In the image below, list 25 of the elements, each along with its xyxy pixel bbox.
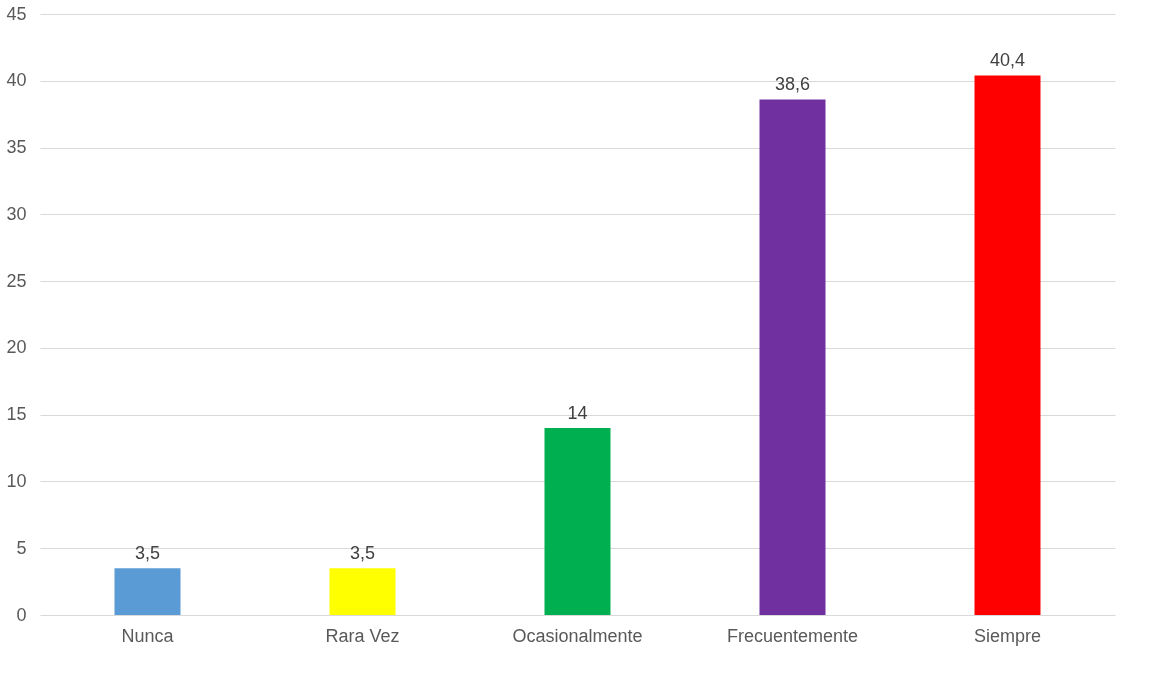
y-tick-label: 45 — [6, 3, 27, 24]
y-tick-label: 40 — [6, 70, 27, 91]
bar — [759, 99, 826, 615]
data-label: 14 — [567, 403, 588, 424]
x-tick-label: Rara Vez — [325, 625, 400, 646]
data-label: 3,5 — [134, 543, 161, 564]
bar — [114, 568, 181, 615]
bar — [329, 568, 396, 615]
x-tick-label: Ocasionalmente — [512, 625, 643, 646]
x-tick-label: Frecuentemente — [726, 625, 859, 646]
y-tick-label: 0 — [16, 604, 27, 625]
y-tick-label: 20 — [6, 337, 27, 358]
y-tick-label: 35 — [6, 137, 27, 158]
y-tick-label: 10 — [6, 470, 27, 491]
data-label: 3,5 — [349, 543, 376, 564]
y-tick-label: 5 — [16, 537, 27, 558]
y-tick-label: 15 — [6, 404, 27, 425]
data-label: 40,4 — [989, 50, 1026, 71]
bar — [974, 75, 1041, 615]
y-tick-label: 25 — [6, 270, 27, 291]
y-tick-label: 30 — [6, 203, 27, 224]
x-tick-label: Nunca — [121, 625, 175, 646]
data-label: 38,6 — [774, 74, 811, 95]
bar — [544, 428, 611, 615]
x-tick-label: Siempre — [973, 625, 1042, 646]
